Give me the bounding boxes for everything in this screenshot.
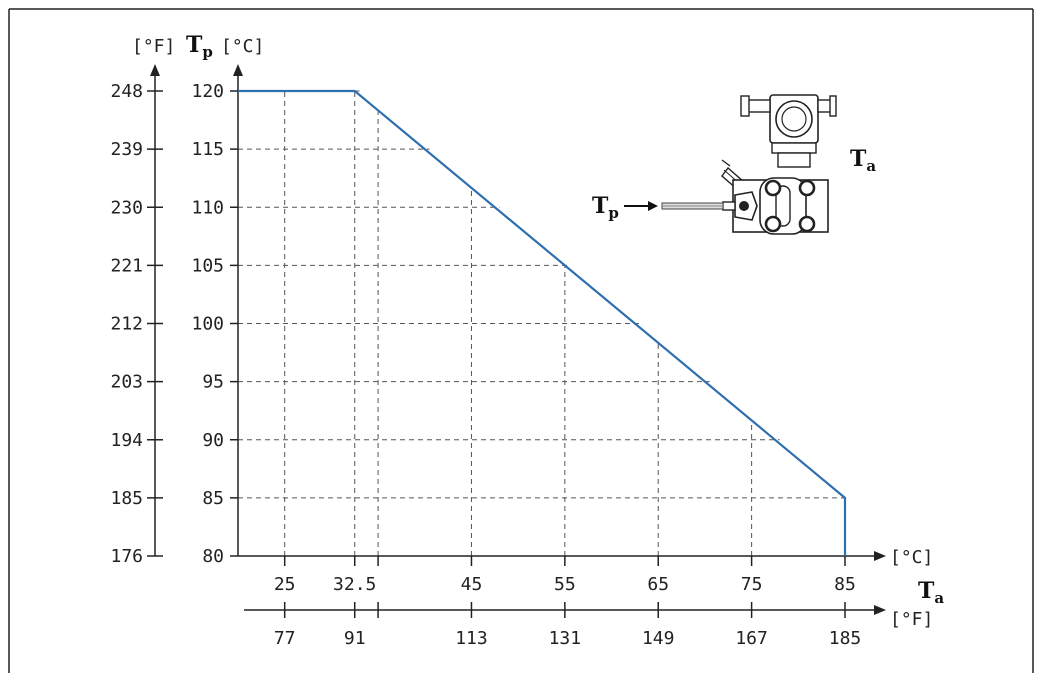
x-tick-label-f: 91	[344, 628, 366, 649]
y-tick-label-c: 105	[191, 255, 224, 276]
inset-label-ta-main: T	[850, 146, 867, 172]
x-tick-label-f: 131	[549, 628, 582, 649]
x-tick-label-f: 167	[735, 628, 768, 649]
y-tick-label-f: 194	[110, 430, 143, 451]
tick-labels: 120 248 115 239 110 230 105 221 100 212 95 203 90 194…	[110, 81, 861, 649]
y-tick-label-f: 203	[110, 372, 143, 393]
y-tick-label-c: 95	[202, 372, 224, 393]
y-tick-label-f: 239	[110, 139, 143, 160]
series	[238, 89, 847, 556]
y-axis-symbol-main: T	[186, 32, 203, 58]
x-tick-label-f: 149	[642, 628, 675, 649]
x-tick-label-c: 45	[461, 574, 483, 595]
y-tick-label-c: 110	[191, 197, 224, 218]
y-tick-label-f: 176	[110, 546, 143, 567]
x-tick-label-f: 77	[274, 628, 296, 649]
series-line	[238, 89, 847, 556]
axes	[147, 64, 886, 618]
y-tick-label-f: 212	[110, 314, 143, 335]
x-axis-unit-f: [°F]	[890, 609, 933, 630]
y-tick-label-c: 100	[191, 314, 224, 335]
y-tick-label-c: 80	[202, 546, 224, 567]
x-axis-f-arrow	[874, 605, 886, 615]
x-axis-symbol-sub: a	[934, 589, 944, 607]
y-axis-f-arrow	[150, 64, 160, 76]
x-tick-label-c: 25	[274, 574, 296, 595]
y-tick-label-f: 230	[110, 197, 143, 218]
x-axis-symbol: Ta	[918, 578, 944, 607]
x-axis-unit-c: [°C]	[890, 547, 933, 568]
y-tick-label-f: 248	[110, 81, 143, 102]
x-tick-label-c: 32.5	[333, 574, 376, 595]
y-tick-label-c: 120	[191, 81, 224, 102]
x-tick-label-c: 85	[834, 574, 856, 595]
x-axis-symbol-main: T	[918, 578, 935, 604]
inset-label-ta-sub: a	[866, 157, 876, 175]
y-tick-label-f: 221	[110, 255, 143, 276]
y-axis-unit-f: [°F]	[132, 36, 175, 57]
inset-label-ta: Ta	[850, 146, 876, 175]
grid-lines	[238, 90, 845, 556]
inset-label-tp-main: T	[592, 193, 609, 219]
x-tick-label-c: 65	[647, 574, 669, 595]
x-tick-label-c: 55	[554, 574, 576, 595]
y-tick-label-c: 90	[202, 430, 224, 451]
x-axis-c-arrow	[874, 551, 886, 561]
y-tick-label-f: 185	[110, 488, 143, 509]
y-tick-label-c: 115	[191, 139, 224, 160]
x-tick-label-f: 185	[829, 628, 862, 649]
x-tick-label-c: 75	[741, 574, 763, 595]
y-axis-c-arrow	[233, 64, 243, 76]
pressure-transmitter-icon	[624, 94, 837, 235]
y-axis-unit-c: [°C]	[221, 36, 264, 57]
y-axis-symbol: Tp	[186, 32, 213, 61]
inset-label-tp: Tp	[592, 193, 619, 222]
inset-label-tp-sub: p	[608, 204, 619, 222]
x-tick-label-f: 113	[455, 628, 488, 649]
y-axis-symbol-sub: p	[202, 43, 213, 61]
y-tick-label-c: 85	[202, 488, 224, 509]
